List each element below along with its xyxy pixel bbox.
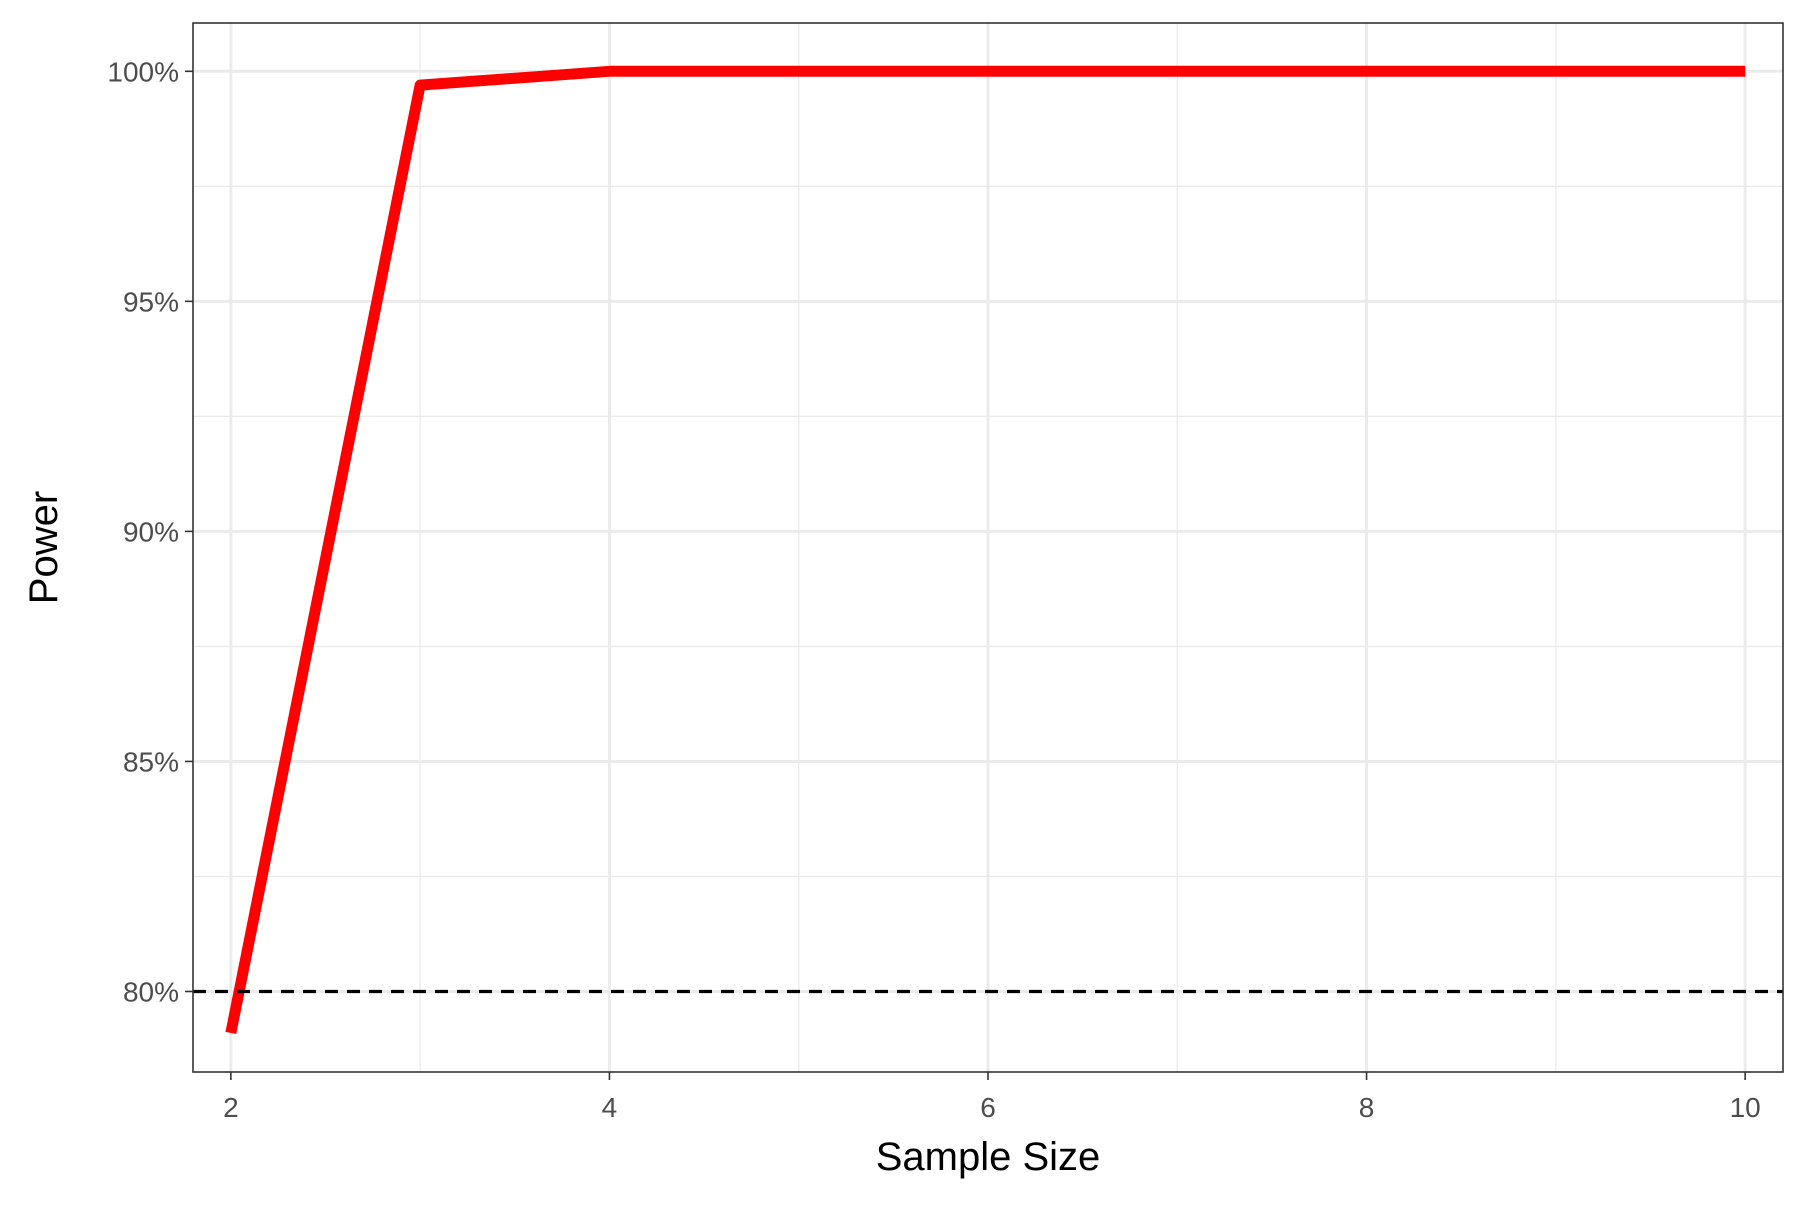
y-axis-title: Power: [22, 491, 66, 604]
y-tick-label: 95%: [123, 286, 179, 317]
x-tick-label: 10: [1730, 1092, 1761, 1123]
x-tick-label: 6: [980, 1092, 996, 1123]
y-axis: 80% 85% 90% 95% 100%: [107, 56, 193, 1007]
series-line: [225, 65, 1746, 1034]
y-tick-label: 90%: [123, 516, 179, 547]
y-tick-label: 100%: [107, 56, 179, 87]
x-tick-label: 2: [223, 1092, 239, 1123]
x-axis-title: Sample Size: [876, 1135, 1101, 1179]
x-axis: 2 4 6 8 10: [223, 1072, 1761, 1123]
y-tick-label: 80%: [123, 976, 179, 1007]
x-tick-label: 4: [602, 1092, 618, 1123]
x-tick-label: 8: [1359, 1092, 1375, 1123]
y-tick-label: 85%: [123, 746, 179, 777]
series-layer: [225, 65, 1746, 1034]
